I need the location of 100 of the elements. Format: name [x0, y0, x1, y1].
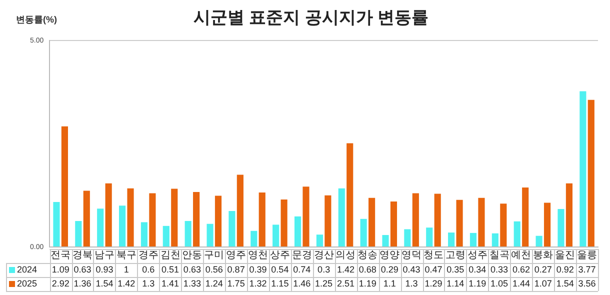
data-label: 1	[124, 264, 129, 274]
bar	[206, 224, 214, 246]
data-label: 0.63	[183, 264, 201, 274]
bar	[566, 183, 572, 246]
bar	[426, 228, 433, 246]
x-tick-label: 전국	[50, 250, 71, 261]
data-label: 0.51	[162, 264, 180, 274]
data-label: 1.42	[336, 264, 355, 274]
bar	[140, 222, 148, 246]
x-tick-label: 청도	[423, 250, 444, 261]
bar	[456, 200, 463, 246]
bar	[448, 232, 455, 246]
x-tick-label: 구미	[204, 250, 224, 261]
bar	[127, 188, 134, 246]
data-label: 1.3	[405, 278, 418, 288]
x-tick-label: 칠곡	[489, 250, 510, 261]
x-tick-label: 의성	[336, 250, 356, 261]
x-tick-label: 북구	[116, 250, 136, 261]
bar	[390, 202, 398, 246]
x-tick-label: 성주	[467, 250, 488, 261]
x-tick-label: 김천	[160, 250, 180, 261]
data-label: 1.54	[556, 278, 574, 288]
x-tick-label: 경북	[72, 250, 93, 261]
bar	[118, 206, 126, 246]
data-label: 1.15	[271, 278, 289, 288]
x-tick-label: 울진	[555, 250, 576, 261]
data-label: 0.87	[227, 264, 245, 274]
data-label: 1.75	[227, 278, 245, 288]
bar	[171, 188, 178, 246]
bar	[544, 202, 551, 246]
data-label: 0.54	[271, 264, 289, 274]
data-label: 1.19	[468, 278, 486, 288]
bar	[580, 91, 586, 246]
bar	[536, 236, 542, 246]
bar	[522, 188, 529, 246]
x-tick-label: 안동	[182, 250, 202, 261]
data-label: 0.6	[142, 264, 155, 274]
bar	[338, 188, 345, 246]
bar	[83, 190, 90, 246]
data-label: 0.92	[556, 264, 574, 274]
data-label: 1.05	[490, 278, 508, 288]
bar	[346, 143, 354, 246]
bar	[214, 196, 222, 246]
data-label: 1.42	[118, 278, 136, 288]
bar	[53, 202, 60, 246]
x-tick-label: 영양	[380, 250, 400, 261]
data-label: 0.29	[380, 264, 398, 274]
bar	[434, 194, 441, 246]
bar	[514, 221, 520, 246]
bar	[558, 208, 564, 246]
data-label: 1.09	[52, 264, 70, 274]
data-label: 2.51	[336, 278, 355, 288]
data-label: 0.3	[318, 264, 330, 274]
x-tick-label: 남구	[94, 250, 114, 261]
bar	[360, 218, 367, 246]
bar	[500, 204, 507, 246]
bar	[228, 211, 236, 246]
bar	[258, 192, 266, 246]
data-label: 1.41	[162, 278, 180, 288]
bar	[236, 174, 244, 246]
data-label: 1.54	[96, 278, 114, 288]
bar	[316, 234, 323, 246]
bar	[193, 192, 200, 246]
bar	[184, 220, 192, 246]
bar	[97, 208, 104, 246]
data-label: 0.93	[96, 264, 114, 274]
bar	[61, 126, 68, 246]
x-tick-label: 영주	[226, 250, 246, 261]
bar	[250, 230, 258, 246]
x-tick-label: 경산	[314, 250, 334, 261]
data-label: 1.07	[534, 278, 552, 288]
data-label: 1.44	[512, 278, 530, 288]
bar	[75, 220, 82, 246]
data-label: 1.1	[383, 278, 396, 288]
bar	[588, 100, 594, 246]
data-label: 0.33	[490, 264, 508, 274]
data-label: 0.47	[424, 264, 442, 274]
bar	[302, 186, 310, 246]
bar	[382, 235, 389, 246]
data-label: 0.34	[468, 264, 486, 274]
x-tick-label: 청송	[358, 250, 378, 261]
bar	[404, 229, 411, 246]
data-label: 1.33	[183, 278, 201, 288]
data-label: 0.68	[358, 264, 376, 274]
bar	[280, 199, 288, 246]
data-label: 0.56	[205, 264, 223, 274]
bar	[105, 183, 112, 246]
data-label: 0.62	[512, 264, 530, 274]
data-label: 2.92	[52, 278, 70, 288]
data-label: 1.36	[74, 278, 92, 288]
bar	[478, 198, 485, 246]
x-tick-label: 예천	[511, 250, 532, 261]
legend-label: 2024	[17, 264, 38, 274]
x-tick-label: 고령	[445, 250, 466, 261]
data-label: 0.43	[402, 264, 420, 274]
bar	[272, 224, 280, 246]
x-tick-label: 문경	[292, 250, 312, 261]
x-tick-label: 봉화	[533, 250, 554, 261]
x-tick-label: 울릉	[577, 250, 598, 261]
x-tick-label: 경주	[138, 250, 158, 261]
